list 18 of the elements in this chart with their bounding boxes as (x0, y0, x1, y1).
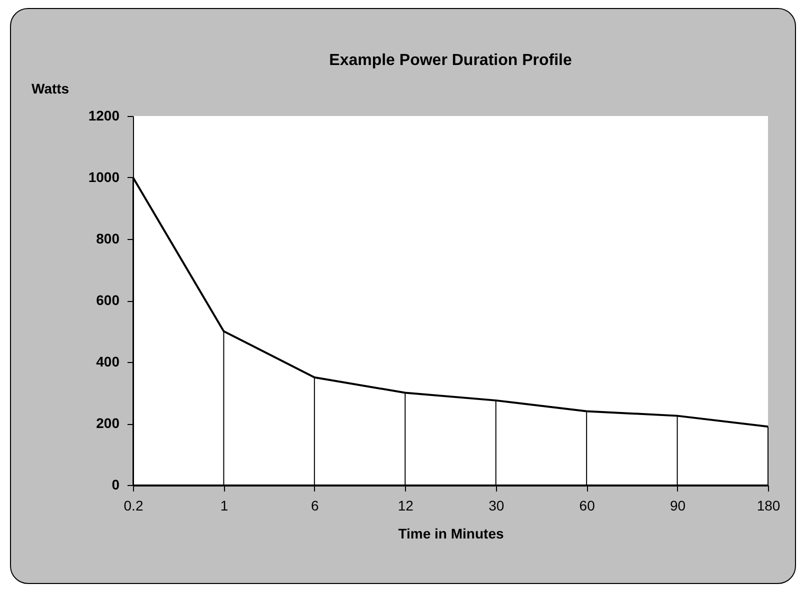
x-tick-label: 30 (488, 498, 504, 514)
x-tick-label: 180 (756, 498, 780, 514)
y-tick-label: 200 (96, 415, 120, 431)
y-tick-label: 1200 (88, 108, 120, 124)
y-tick-label: 400 (96, 354, 120, 370)
y-tick-label: 600 (96, 292, 120, 308)
chart-title: Example Power Duration Profile (329, 52, 572, 69)
y-axis-title: Watts (32, 80, 70, 96)
x-tick-label: 6 (311, 498, 320, 514)
y-tick-label: 0 (112, 476, 120, 492)
x-tick-label: 12 (398, 498, 414, 514)
x-axis-title: Time in Minutes (398, 526, 504, 542)
x-tick-label: 0.2 (124, 498, 144, 514)
y-tick-label: 1000 (88, 169, 120, 185)
y-tick-label: 800 (96, 230, 120, 246)
x-tick-label: 60 (579, 498, 596, 514)
x-tick-label: 1 (220, 498, 228, 514)
x-tick-label: 90 (670, 498, 686, 514)
